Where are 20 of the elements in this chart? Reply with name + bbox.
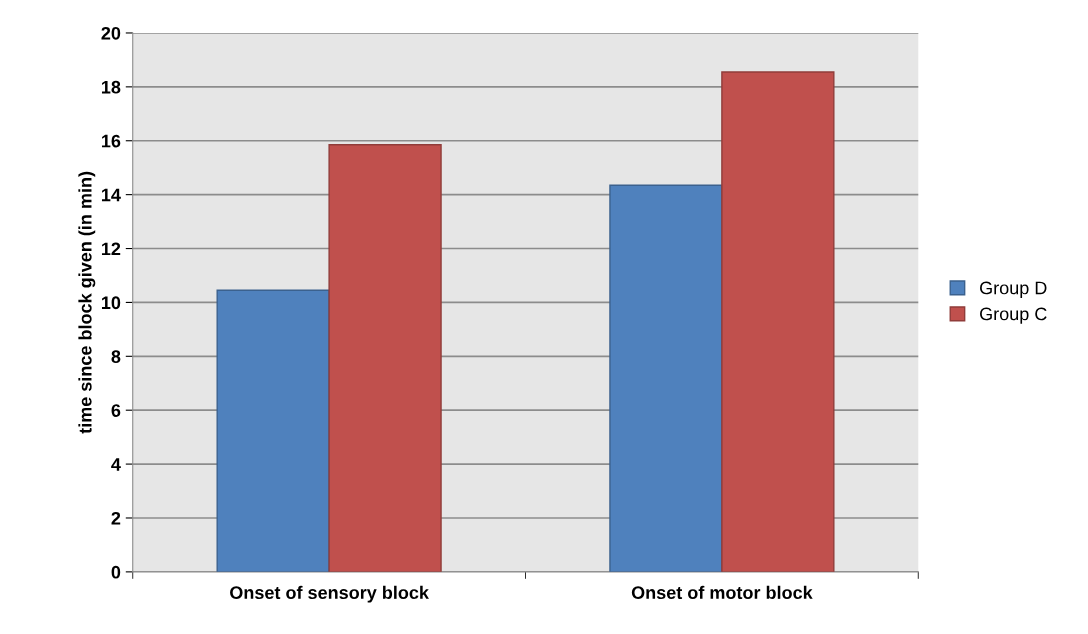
bar <box>721 71 835 572</box>
y-axis-title: time since block given (in min) <box>78 171 96 434</box>
bar <box>216 289 330 572</box>
y-tick-label: 12 <box>101 242 121 256</box>
y-tick-label: 10 <box>101 296 121 310</box>
x-tick-label: Onset of sensory block <box>230 585 429 603</box>
y-tick-label: 2 <box>111 511 121 525</box>
bar <box>609 184 723 572</box>
y-tick-label: 4 <box>111 458 121 471</box>
legend-label: Group C <box>980 307 1047 324</box>
x-tick-label: Onset of motor block <box>631 585 813 600</box>
bar <box>328 144 442 572</box>
y-tick-label: 20 <box>101 26 121 40</box>
legend-label: Group D <box>980 281 1047 298</box>
y-tick-label: 0 <box>111 565 121 579</box>
y-tick-label: 18 <box>101 80 121 94</box>
y-tick-label: 14 <box>101 188 121 202</box>
y-tick-label: 8 <box>111 350 121 364</box>
y-tick-label: 16 <box>101 134 121 148</box>
y-tick-label: 6 <box>111 404 121 417</box>
